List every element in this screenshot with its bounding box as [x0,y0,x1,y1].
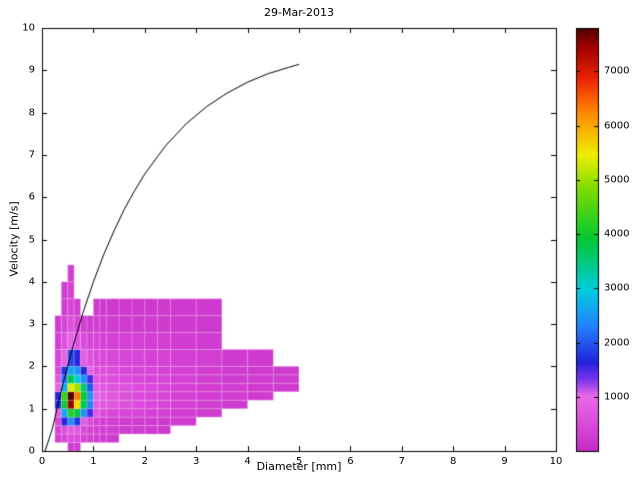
y-tick-label: 4 [28,276,35,288]
y-tick-label: 9 [28,64,35,76]
colorbar-tick-label: 7000 [604,65,630,77]
colorbar-tick-label: 6000 [604,120,630,132]
y-tick-label: 6 [28,191,35,203]
y-tick-label: 10 [22,22,35,34]
y-tick-label: 8 [28,107,35,119]
y-axis-label: Velocity [m/s] [7,201,21,277]
y-tick-label: 3 [28,318,35,330]
colorbar-tick-label: 2000 [604,337,630,349]
x-tick-label: 6 [347,456,354,467]
y-tick-label: 7 [28,149,35,161]
y-tick-label: 5 [28,234,35,245]
colorbar-tick-label: 5000 [604,174,630,186]
colorbar-tick-label: 3000 [604,282,630,294]
x-tick-label: 7 [398,456,405,467]
x-tick-label: 10 [549,456,563,467]
y-tick-label: 0 [28,445,35,457]
x-tick-label: 1 [90,456,97,467]
x-tick-label: 2 [141,456,148,467]
x-tick-label: 9 [501,456,508,467]
x-axis-label: Diameter [mm] [256,460,342,473]
y-tick-label: 2 [28,360,35,372]
chart-title: 29-Mar-2013 [264,6,334,19]
colorbar-tick-label: 1000 [604,391,630,403]
x-tick-label: 5 [295,456,303,467]
x-tick-label: 0 [38,456,46,467]
x-tick-label: 8 [450,456,457,467]
x-tick-label: 3 [193,456,200,467]
colorbar-tick-label: 4000 [604,228,630,240]
x-tick-label: 4 [244,456,251,467]
y-tick-label: 1 [28,403,35,415]
